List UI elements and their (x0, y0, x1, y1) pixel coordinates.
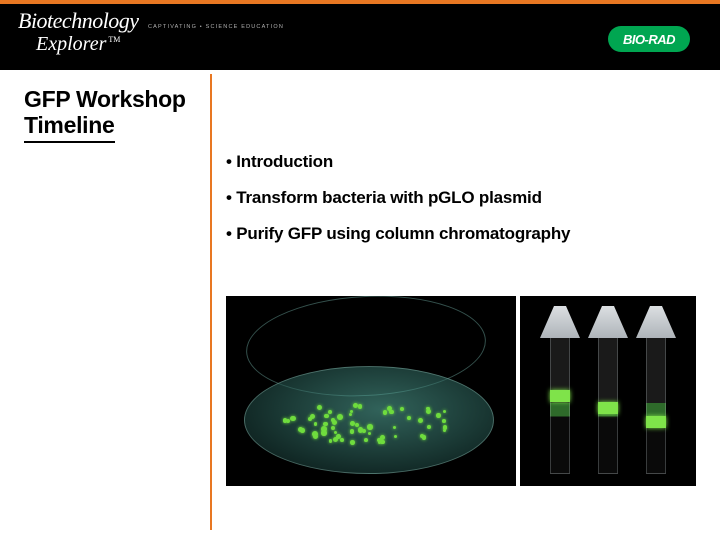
tube-cap (588, 306, 628, 338)
gfp-colony (442, 419, 446, 423)
logo-line2-text: Explorer (36, 33, 106, 55)
gfp-colony (364, 438, 368, 442)
gfp-colony (422, 435, 427, 440)
gfp-colony (290, 416, 295, 421)
gfp-colony (313, 434, 318, 439)
tube-body (550, 338, 570, 474)
gfp-colony (407, 416, 411, 420)
gfp-colony (350, 429, 355, 434)
gfp-colony (400, 407, 404, 411)
gfp-colony (358, 427, 363, 432)
gfp-colony (324, 414, 329, 419)
gfp-colony (350, 410, 353, 413)
chromatography-tube (546, 306, 574, 474)
gfp-colony (350, 421, 355, 426)
image-chromatography-tubes (520, 296, 696, 486)
gfp-colony (337, 414, 343, 420)
gfp-colony (321, 430, 327, 436)
gfp-colony (393, 426, 397, 430)
gfp-colony (331, 426, 335, 430)
gfp-colony (436, 413, 440, 417)
chromatography-tube (594, 306, 622, 474)
tube-body (646, 338, 666, 474)
gfp-colony (426, 409, 431, 414)
gfp-colony (314, 422, 318, 426)
logo-biotech-explorer: Biotechnology ExplorerTM (18, 10, 198, 64)
gfp-colony (323, 422, 327, 426)
gfp-colony (368, 432, 371, 435)
gfp-colony (358, 404, 363, 409)
bullet-list: • Introduction • Transform bacteria with… (226, 152, 700, 260)
bullet-item: • Transform bacteria with pGLO plasmid (226, 188, 700, 208)
gfp-colony (350, 440, 355, 445)
gfp-colony (443, 410, 446, 413)
gfp-band (550, 390, 570, 402)
gfp-colony (317, 405, 322, 410)
gfp-colony (394, 435, 397, 438)
bullet-item: • Introduction (226, 152, 700, 172)
logo-tm: TM (108, 35, 120, 44)
gfp-band (646, 416, 666, 428)
gfp-colony (336, 434, 341, 439)
gfp-colony (329, 439, 332, 442)
slide-title: GFP Workshop Timeline (24, 86, 204, 143)
logo-line2: ExplorerTM (36, 34, 198, 54)
gfp-colony (383, 410, 387, 414)
gfp-colony (331, 418, 335, 422)
gfp-colony (427, 425, 431, 429)
title-line2: Timeline (24, 112, 115, 142)
gfp-band (598, 402, 618, 414)
header: Biotechnology ExplorerTM CAPTIVATING • S… (0, 4, 720, 70)
tube-cap (540, 306, 580, 338)
gfp-colony (340, 438, 344, 442)
vertical-rule (210, 74, 212, 530)
tube-cap (636, 306, 676, 338)
title-line1: GFP Workshop (24, 86, 204, 112)
gfp-colony (418, 418, 423, 423)
bullet-item: • Purify GFP using column chromatography (226, 224, 700, 244)
biorad-badge: BIO-RAD (608, 26, 690, 52)
gfp-colony (310, 414, 315, 419)
images-row (226, 296, 696, 486)
chromatography-tube (642, 306, 670, 474)
logo-tagline: CAPTIVATING • SCIENCE EDUCATION (148, 24, 284, 30)
gfp-colony (328, 410, 332, 414)
gfp-colony (443, 429, 446, 432)
biorad-label: BIO-RAD (623, 32, 675, 47)
image-petri-dish (226, 296, 516, 486)
gfp-colony (349, 413, 353, 417)
gfp-colony (426, 407, 429, 410)
gfp-colony (367, 424, 372, 429)
gfp-colony (380, 440, 385, 445)
gfp-colonies (274, 384, 464, 458)
